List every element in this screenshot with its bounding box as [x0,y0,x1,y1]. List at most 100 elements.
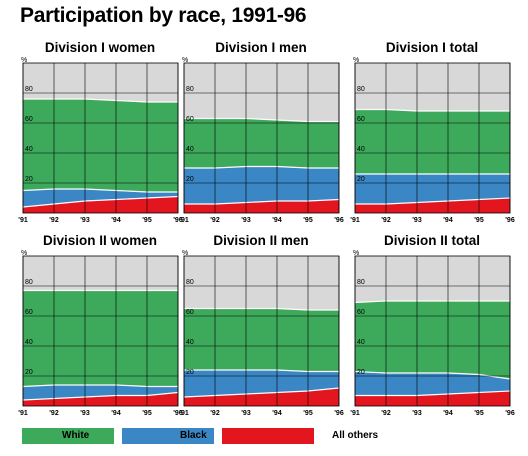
series-boundary-black [184,369,339,373]
x-tick-label: '92 [210,410,220,417]
area-series-white [184,118,339,168]
area-chart: 20 40 60 80% '91 '92 '93 '94 '95 '96 [18,57,183,224]
area-series-black [184,370,339,397]
y-tick-label: 40 [25,339,33,346]
y-axis-unit-label: % [182,250,188,257]
area-series-white [23,99,178,192]
x-tick-label: '93 [80,410,90,417]
panel-title: Division I men [215,40,307,55]
y-tick-label: 40 [357,339,365,346]
y-tick-label: 80 [25,279,33,286]
x-tick-label: '92 [210,217,220,224]
y-tick-label: 60 [25,309,33,316]
y-tick-label: 20 [357,369,365,376]
series-boundary-white [354,300,510,304]
x-tick-label: '91 [350,217,360,224]
x-tick-label: '95 [303,410,313,417]
x-tick-label: '91 [179,217,189,224]
series-boundary-white [184,117,339,123]
y-axis-unit-label: % [21,57,27,64]
x-tick-label: '95 [303,217,313,224]
x-tick-label: '93 [241,410,251,417]
area-chart: 20 40 60 80% '91 '92 '93 '94 '95 '96 [179,250,344,417]
area-series-black [23,189,178,207]
x-tick-label: '91 [18,410,28,417]
plot-frame [354,255,511,407]
y-tick-label: 60 [25,116,33,123]
panel-title: Division II women [42,233,158,248]
x-tick-label: '93 [412,410,422,417]
area-series-white [355,109,510,174]
series-boundary-black [184,165,339,169]
y-tick-label: 80 [25,86,33,93]
legend-swatch-others [222,428,314,444]
x-tick-label: '93 [241,217,251,224]
series-boundary-all-others [22,391,179,401]
x-tick-label: '94 [111,410,121,417]
y-tick-label: 40 [357,146,365,153]
y-tick-label: 80 [186,86,194,93]
panel-title: Division I women [44,40,156,55]
x-tick-label: '95 [474,410,484,417]
x-tick-label: '96 [173,217,183,224]
panel-title: Division II men [213,233,309,248]
area-chart: 20 40 60 80% '91 '92 '93 '94 '95 '96 [350,250,515,417]
series-boundary-black [22,384,178,388]
x-tick-label: '96 [505,217,515,224]
area-series-white [355,301,510,379]
area-series-all-others [355,391,510,406]
x-tick-label: '94 [111,217,121,224]
legend-label: White [62,430,90,441]
y-tick-label: 20 [186,176,194,183]
y-tick-label: 60 [357,309,365,316]
plot-frame [354,62,511,214]
plot-frame [183,62,340,214]
x-tick-label: '94 [443,217,453,224]
panel-title: Division II total [383,233,480,248]
series-boundary-all-others [22,195,179,208]
x-tick-label: '91 [350,410,360,417]
y-tick-label: 80 [186,279,194,286]
y-axis-unit-label: % [182,57,188,64]
series-boundary-white [355,108,510,112]
legend: White Black All others [22,428,522,446]
area-series-black [23,385,178,400]
x-tick-label: '92 [381,410,391,417]
plot-frame [183,255,340,407]
area-series-all-others [23,196,178,213]
area-series-all-others [184,388,339,406]
x-tick-label: '93 [80,217,90,224]
y-tick-label: 20 [186,369,194,376]
area-chart: 20 40 60 80% '91 '92 '93 '94 '95 '96 [350,57,515,224]
y-tick-label: 20 [25,369,33,376]
legend-label: Black [180,430,207,441]
area-series-black [184,166,339,204]
area-chart: 20 40 60 80% '91 '92 '93 '94 '95 '96 [179,57,344,224]
legend-swatch-black [122,428,214,444]
x-tick-label: '91 [18,217,28,224]
y-tick-label: 40 [186,146,194,153]
x-tick-label: '95 [142,410,152,417]
series-boundary-all-others [355,197,511,205]
y-axis-unit-label: % [353,250,359,257]
plot-frame [22,62,179,214]
series-boundary-black [22,188,178,193]
y-axis-unit-label: % [21,250,27,257]
area-series-black [355,371,510,396]
series-boundary-all-others [184,198,340,205]
y-tick-label: 40 [186,339,194,346]
x-tick-label: '94 [272,410,282,417]
x-tick-label: '91 [179,410,189,417]
x-tick-label: '96 [173,410,183,417]
area-series-all-others [184,199,339,213]
x-tick-label: '96 [505,410,515,417]
y-tick-label: 80 [357,86,365,93]
x-tick-label: '92 [49,217,59,224]
panel-title: Division I total [385,40,479,55]
area-series-white [184,308,339,372]
x-tick-label: '94 [272,217,282,224]
y-tick-label: 20 [357,176,365,183]
area-series-all-others [355,198,510,213]
y-axis-unit-label: % [353,57,359,64]
